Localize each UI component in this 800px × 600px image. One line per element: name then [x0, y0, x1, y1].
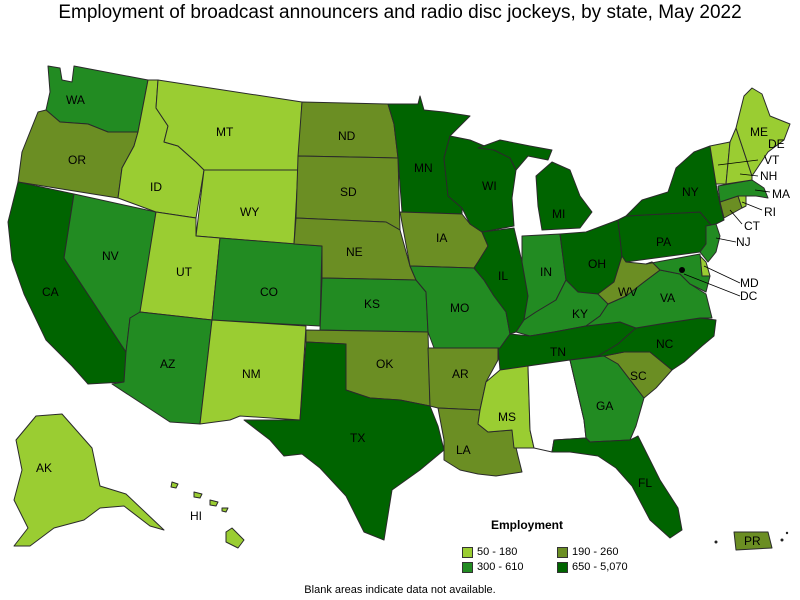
label-ca: CA — [42, 285, 59, 299]
label-co: CO — [260, 285, 278, 299]
label-vt: VT — [764, 153, 780, 167]
label-ak: AK — [36, 461, 52, 475]
label-pa: PA — [656, 235, 671, 249]
legend-swatch — [557, 561, 568, 573]
label-wy: WY — [240, 205, 259, 219]
label-ut: UT — [176, 265, 193, 279]
label-me: ME — [750, 125, 768, 139]
state-mi[interactable] — [477, 139, 593, 231]
label-nv: NV — [102, 249, 119, 263]
label-in: IN — [540, 265, 552, 279]
state-ma[interactable] — [717, 179, 769, 203]
label-va: VA — [660, 291, 675, 305]
state-nj[interactable] — [699, 223, 721, 263]
label-ia: IA — [436, 231, 447, 245]
label-sd: SD — [340, 185, 357, 199]
legend-item-bin-1: 50 - 180 — [462, 546, 557, 558]
label-oh: OH — [588, 257, 606, 271]
label-mt: MT — [216, 125, 234, 139]
leader-lines — [683, 159, 771, 297]
legend: Employment 50 - 180 190 - 260 300 - 610 … — [462, 518, 632, 573]
label-mi: MI — [552, 207, 565, 221]
state-md[interactable] — [645, 253, 711, 293]
state-ak[interactable] — [13, 413, 165, 547]
label-or: OR — [68, 153, 86, 167]
label-ms: MS — [498, 410, 516, 424]
legend-label: 300 - 610 — [477, 561, 524, 573]
label-sc: SC — [630, 369, 647, 383]
label-md: MD — [740, 276, 759, 290]
pr-islet — [780, 538, 784, 542]
legend-label: 190 - 260 — [572, 546, 619, 558]
label-ma: MA — [772, 187, 790, 201]
label-dc: DC — [740, 289, 758, 303]
state-pr[interactable] — [733, 531, 773, 551]
label-de: DE — [768, 137, 785, 151]
state-nm[interactable] — [199, 319, 307, 425]
label-ar: AR — [452, 367, 469, 381]
label-ny: NY — [682, 185, 699, 199]
label-nc: NC — [656, 337, 674, 351]
label-pr: PR — [744, 534, 761, 548]
label-wi: WI — [482, 179, 497, 193]
label-ky: KY — [572, 307, 588, 321]
legend-item-bin-4: 650 - 5,070 — [557, 561, 652, 573]
legend-item-bin-3: 300 - 610 — [462, 561, 557, 573]
label-mo: MO — [450, 301, 469, 315]
dc-marker — [679, 267, 685, 273]
label-hi: HI — [190, 509, 202, 523]
pr-islet — [785, 531, 789, 535]
label-il: IL — [498, 269, 508, 283]
pr-islet — [714, 540, 718, 544]
legend-swatch — [462, 561, 473, 573]
label-ks: KS — [364, 297, 380, 311]
label-nd: ND — [338, 129, 356, 143]
legend-label: 650 - 5,070 — [572, 561, 628, 573]
data-note: Blank areas indicate data not available. — [304, 584, 496, 596]
state-nh[interactable] — [725, 127, 753, 185]
label-ct: CT — [744, 219, 761, 233]
label-ne: NE — [346, 245, 363, 259]
label-la: LA — [456, 443, 471, 457]
state-co[interactable] — [211, 237, 323, 327]
state-hi[interactable] — [170, 481, 245, 549]
state-labels: WA OR CA NV ID MT WY UT AZ CO NM ND SD N… — [36, 93, 790, 548]
label-wv: WV — [618, 285, 637, 299]
state-me[interactable] — [735, 87, 791, 177]
label-nj: NJ — [736, 235, 751, 249]
label-nh: NH — [760, 169, 777, 183]
label-id: ID — [150, 180, 162, 194]
label-az: AZ — [160, 357, 175, 371]
label-ok: OK — [376, 357, 393, 371]
state-tx[interactable] — [243, 341, 445, 541]
label-mn: MN — [414, 161, 433, 175]
label-ga: GA — [596, 399, 613, 413]
label-ri: RI — [764, 205, 776, 219]
legend-swatch — [462, 546, 473, 558]
label-wa: WA — [66, 93, 85, 107]
legend-swatch — [557, 546, 568, 558]
legend-title: Employment — [490, 518, 563, 532]
label-nm: NM — [242, 367, 261, 381]
legend-label: 50 - 180 — [477, 546, 518, 558]
map-title: Employment of broadcast announcers and r… — [58, 2, 742, 23]
state-fl[interactable] — [551, 435, 683, 539]
label-fl: FL — [638, 476, 652, 490]
label-tn: TN — [550, 345, 566, 359]
legend-item-bin-2: 190 - 260 — [557, 546, 652, 558]
label-tx: TX — [350, 431, 365, 445]
